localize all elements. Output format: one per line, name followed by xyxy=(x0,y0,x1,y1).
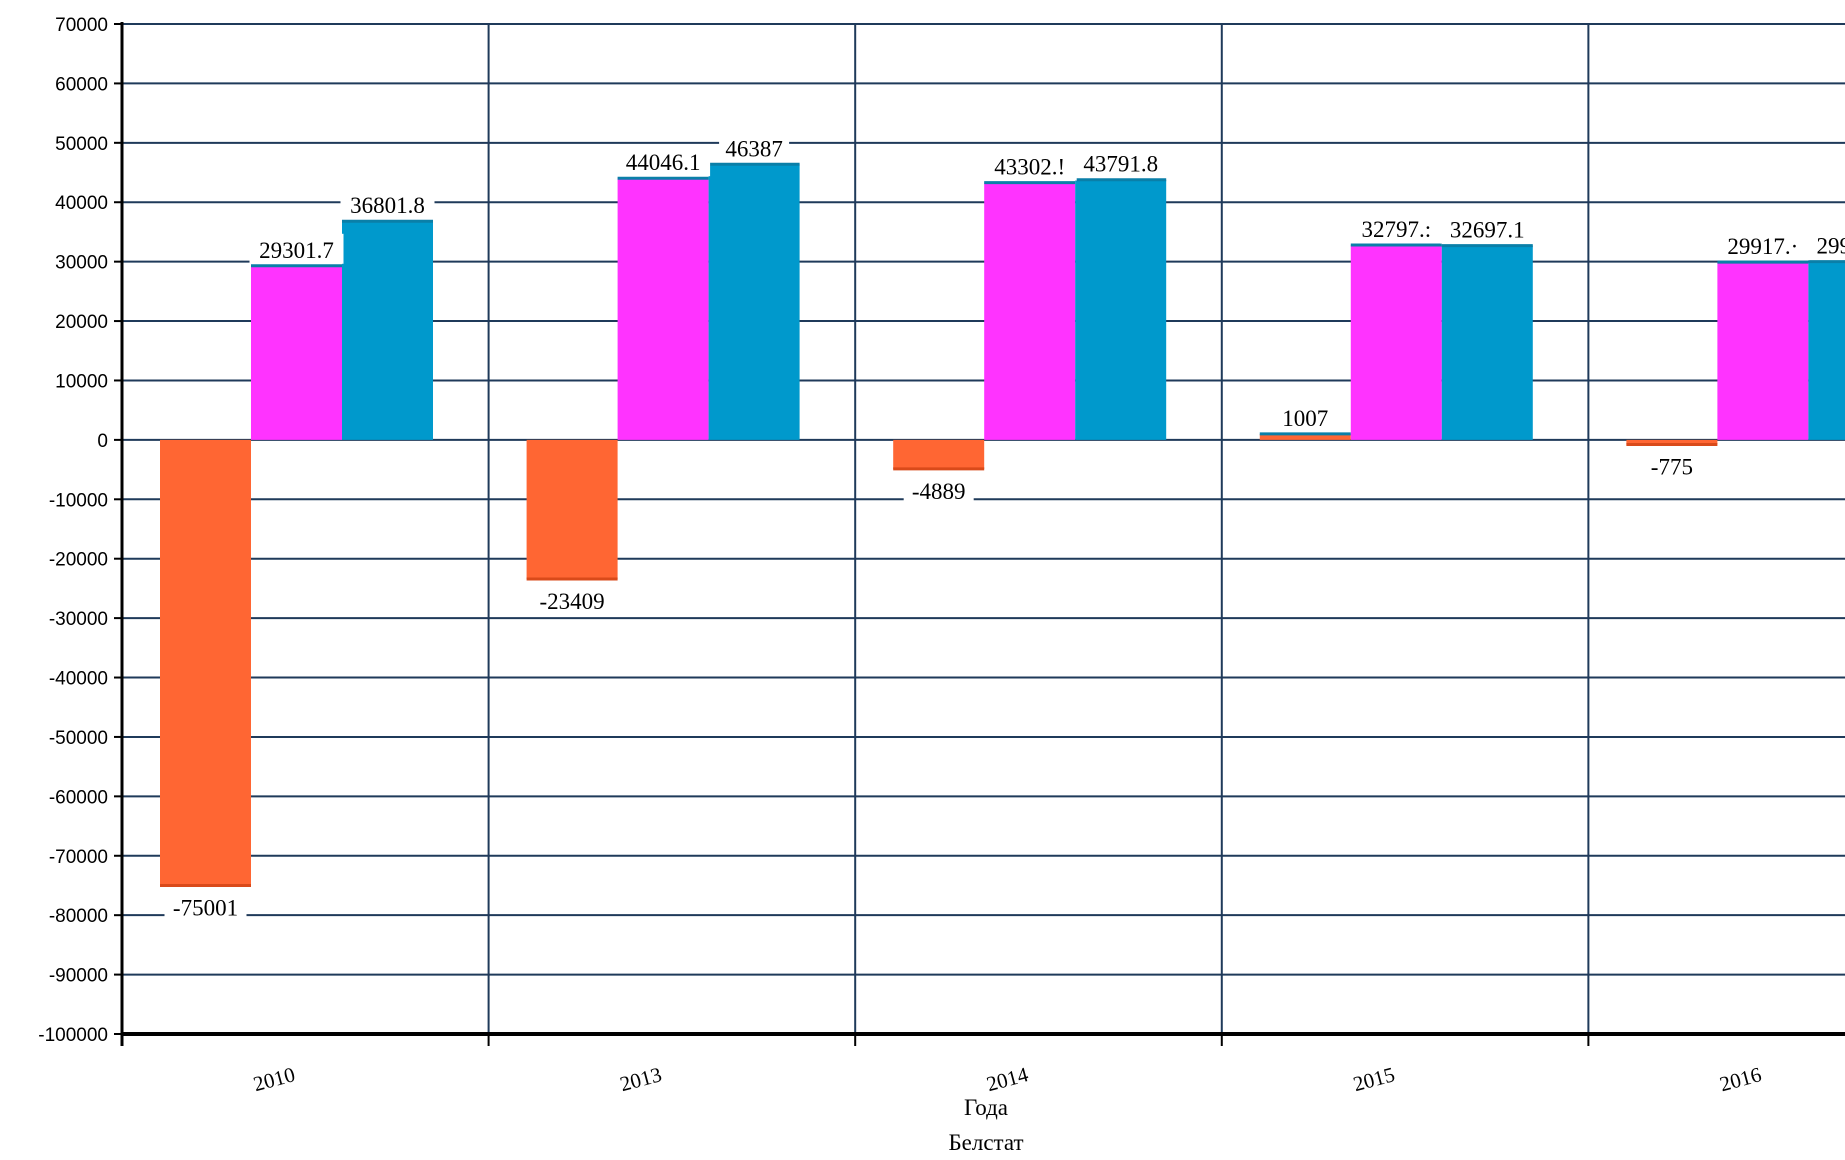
data-label: -23409 xyxy=(540,589,605,614)
data-label-bg xyxy=(1715,230,1810,261)
bar xyxy=(251,265,342,440)
data-label-bg xyxy=(1349,213,1444,244)
bar xyxy=(893,439,985,469)
y-tick-label: 50000 xyxy=(55,134,108,155)
data-label-bg xyxy=(1440,213,1535,244)
data-label: 29917.· xyxy=(1727,234,1798,259)
axes xyxy=(114,22,1845,1046)
data-label: 32797.: xyxy=(1361,217,1431,242)
bar xyxy=(984,182,1076,440)
data-label: -75001 xyxy=(173,895,238,920)
y-tick-label: 70000 xyxy=(55,15,108,36)
y-tick-label: -40000 xyxy=(49,669,108,690)
y-tick-label: 0 xyxy=(97,431,108,452)
data-label: 1007 xyxy=(1282,406,1328,431)
bar xyxy=(1626,439,1718,445)
bar xyxy=(1075,179,1167,440)
x-tick-label: 2013 xyxy=(617,1062,664,1096)
bar xyxy=(1717,262,1809,440)
y-tick-label: 20000 xyxy=(55,312,108,333)
data-label-bg xyxy=(164,891,247,922)
data-labels: -75001 29301.7 36801.8 -23409 44046.1 46387 -4… xyxy=(164,132,1845,922)
bar xyxy=(342,221,433,440)
y-tick-label: -10000 xyxy=(49,490,108,511)
y-tick-label: -50000 xyxy=(49,728,108,749)
source-caption: Белстат xyxy=(948,1130,1023,1155)
x-tick-labels: 2010 2013 2014 2015 2016 xyxy=(251,1062,1764,1096)
bar xyxy=(160,439,251,886)
x-tick-label: 2010 xyxy=(251,1062,298,1096)
y-tick-label: 60000 xyxy=(55,74,108,95)
data-label: 32697.1 xyxy=(1450,218,1525,243)
x-tick-label: 2015 xyxy=(1351,1062,1398,1096)
data-label-bg xyxy=(1276,401,1335,432)
data-label: 29994.9 xyxy=(1817,234,1845,259)
data-label: 36801.8 xyxy=(350,193,425,218)
bars xyxy=(160,162,1845,887)
data-label: -775 xyxy=(1651,454,1693,479)
data-label-bg xyxy=(249,233,344,264)
data-label-bg xyxy=(531,584,614,615)
y-tick-label: -80000 xyxy=(49,906,108,927)
y-tick-label: 40000 xyxy=(55,193,108,214)
x-tick-label: 2014 xyxy=(984,1062,1031,1096)
bar xyxy=(1259,433,1351,440)
y-tick-labels: 70000 60000 50000 40000 30000 20000 10000 0 -100… xyxy=(38,15,108,1046)
y-tick-label: -20000 xyxy=(49,550,108,571)
y-tick-label: -70000 xyxy=(49,847,108,868)
data-label-bg xyxy=(1642,450,1701,481)
data-label-bg xyxy=(982,150,1077,181)
data-label: 44046.1 xyxy=(626,150,701,175)
y-tick-label: -90000 xyxy=(49,966,108,987)
bar xyxy=(1350,245,1442,440)
y-tick-label: 30000 xyxy=(55,253,108,274)
x-tick-label: 2016 xyxy=(1717,1062,1764,1096)
data-label-bg xyxy=(340,189,435,220)
data-label-bg xyxy=(616,146,711,177)
data-label: 29301.7 xyxy=(259,238,334,263)
data-label-bg xyxy=(1073,147,1168,178)
y-tick-label: -60000 xyxy=(49,787,108,808)
data-label: 43791.8 xyxy=(1083,152,1158,177)
bar xyxy=(1441,245,1533,440)
bar xyxy=(526,439,618,579)
data-label-bg xyxy=(1806,229,1845,260)
x-axis-title: Года xyxy=(964,1095,1008,1120)
bar xyxy=(617,178,709,440)
data-label-bg xyxy=(719,132,790,163)
y-tick-label: -100000 xyxy=(38,1025,108,1046)
data-label: 46387 xyxy=(725,136,783,161)
data-label-bg xyxy=(903,474,974,505)
bar xyxy=(708,164,800,440)
y-tick-label: 10000 xyxy=(55,371,108,392)
data-label: -4889 xyxy=(912,479,966,504)
y-tick-label: -30000 xyxy=(49,609,108,630)
data-label: 43302.! xyxy=(994,155,1065,180)
bar xyxy=(1808,261,1845,440)
